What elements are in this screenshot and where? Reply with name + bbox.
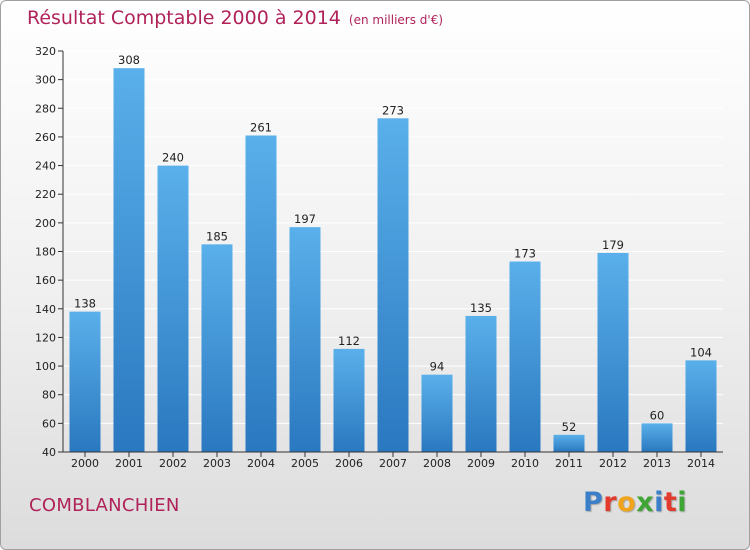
bar-2005: [289, 227, 321, 452]
data-label: 173: [514, 247, 536, 261]
x-tick-label: 2007: [379, 457, 407, 470]
x-tick-label: 2002: [159, 457, 187, 470]
y-tick-label: 80: [42, 389, 56, 402]
x-tick-label: 2008: [423, 457, 451, 470]
bars: 138 308 240 185 261 197 112 273 94 135 173 52 179 60 1…: [69, 53, 717, 453]
y-tick-label: 100: [35, 360, 56, 373]
y-tick-label: 260: [35, 131, 56, 144]
x-tick-label: 2012: [599, 457, 627, 470]
bar-2000: [69, 311, 101, 452]
bar-2009: [465, 315, 497, 452]
y-tick-label: 240: [35, 160, 56, 173]
bar-2007: [377, 118, 409, 452]
y-tick-label: 300: [35, 74, 56, 87]
bar-2012: [597, 252, 629, 452]
y-tick-label: 180: [35, 246, 56, 259]
x-tick-label: 2001: [115, 457, 143, 470]
chart-subtitle: (en milliers d'€): [348, 13, 444, 27]
data-label: 308: [118, 53, 140, 67]
data-label: 273: [382, 103, 404, 117]
axes: 40 60 80 100 120 140 160 180 200 220 240 260 280 300 3…: [35, 45, 723, 470]
bar-2011: [553, 434, 585, 452]
y-tick-label: 280: [35, 102, 56, 115]
y-tick-label: 320: [35, 45, 56, 58]
data-label: 138: [74, 297, 96, 311]
x-tick-label: 2009: [467, 457, 495, 470]
x-tick-label: 2013: [643, 457, 671, 470]
data-label: 135: [470, 301, 492, 315]
bar-2010: [509, 261, 541, 452]
bar-2008: [421, 374, 453, 452]
x-tick-label: 2000: [71, 457, 99, 470]
data-label: 94: [430, 360, 445, 374]
chart-title-text: Résultat Comptable 2000 à 2014: [27, 7, 341, 29]
data-label: 52: [562, 420, 577, 434]
bar-2006: [333, 348, 365, 452]
y-tick-label: 160: [35, 274, 56, 287]
commune-name: COMBLANCHIEN: [29, 495, 180, 516]
x-tick-label: 2003: [203, 457, 231, 470]
bar-2014: [685, 360, 717, 452]
logo-letter: r: [603, 487, 618, 518]
y-tick-label: 220: [35, 188, 56, 201]
proxiti-logo: Proxiti: [583, 487, 687, 518]
logo-letter: t: [663, 487, 678, 518]
bar-2003: [201, 244, 233, 452]
y-tick-label: 140: [35, 303, 56, 316]
x-tick-label: 2011: [555, 457, 583, 470]
data-label: 261: [250, 120, 272, 134]
x-tick-label: 2014: [687, 457, 715, 470]
logo-letter: o: [617, 487, 637, 518]
data-label: 179: [602, 238, 624, 252]
x-tick-label: 2010: [511, 457, 539, 470]
logo-letter: P: [583, 487, 604, 518]
x-tick-label: 2005: [291, 457, 319, 470]
data-label: 112: [338, 334, 360, 348]
y-tick-label: 120: [35, 331, 56, 344]
data-label: 104: [690, 345, 712, 359]
logo-letter: x: [636, 487, 655, 518]
data-label: 185: [206, 229, 228, 243]
data-label: 240: [162, 151, 184, 165]
logo-letter: i: [654, 487, 664, 518]
y-tick-label: 200: [35, 217, 56, 230]
data-label: 197: [294, 212, 316, 226]
logo-letter: i: [677, 487, 688, 518]
bar-2013: [641, 423, 673, 452]
x-tick-label: 2006: [335, 457, 363, 470]
bar-2002: [157, 165, 189, 453]
y-tick-label: 60: [42, 417, 56, 430]
y-tick-label: 40: [42, 446, 56, 459]
chart-title: Résultat Comptable 2000 à 2014 (en millie…: [27, 7, 443, 29]
x-tick-label: 2004: [247, 457, 275, 470]
data-label: 60: [650, 408, 665, 422]
bar-2001: [113, 68, 145, 452]
bar-2004: [245, 135, 277, 452]
